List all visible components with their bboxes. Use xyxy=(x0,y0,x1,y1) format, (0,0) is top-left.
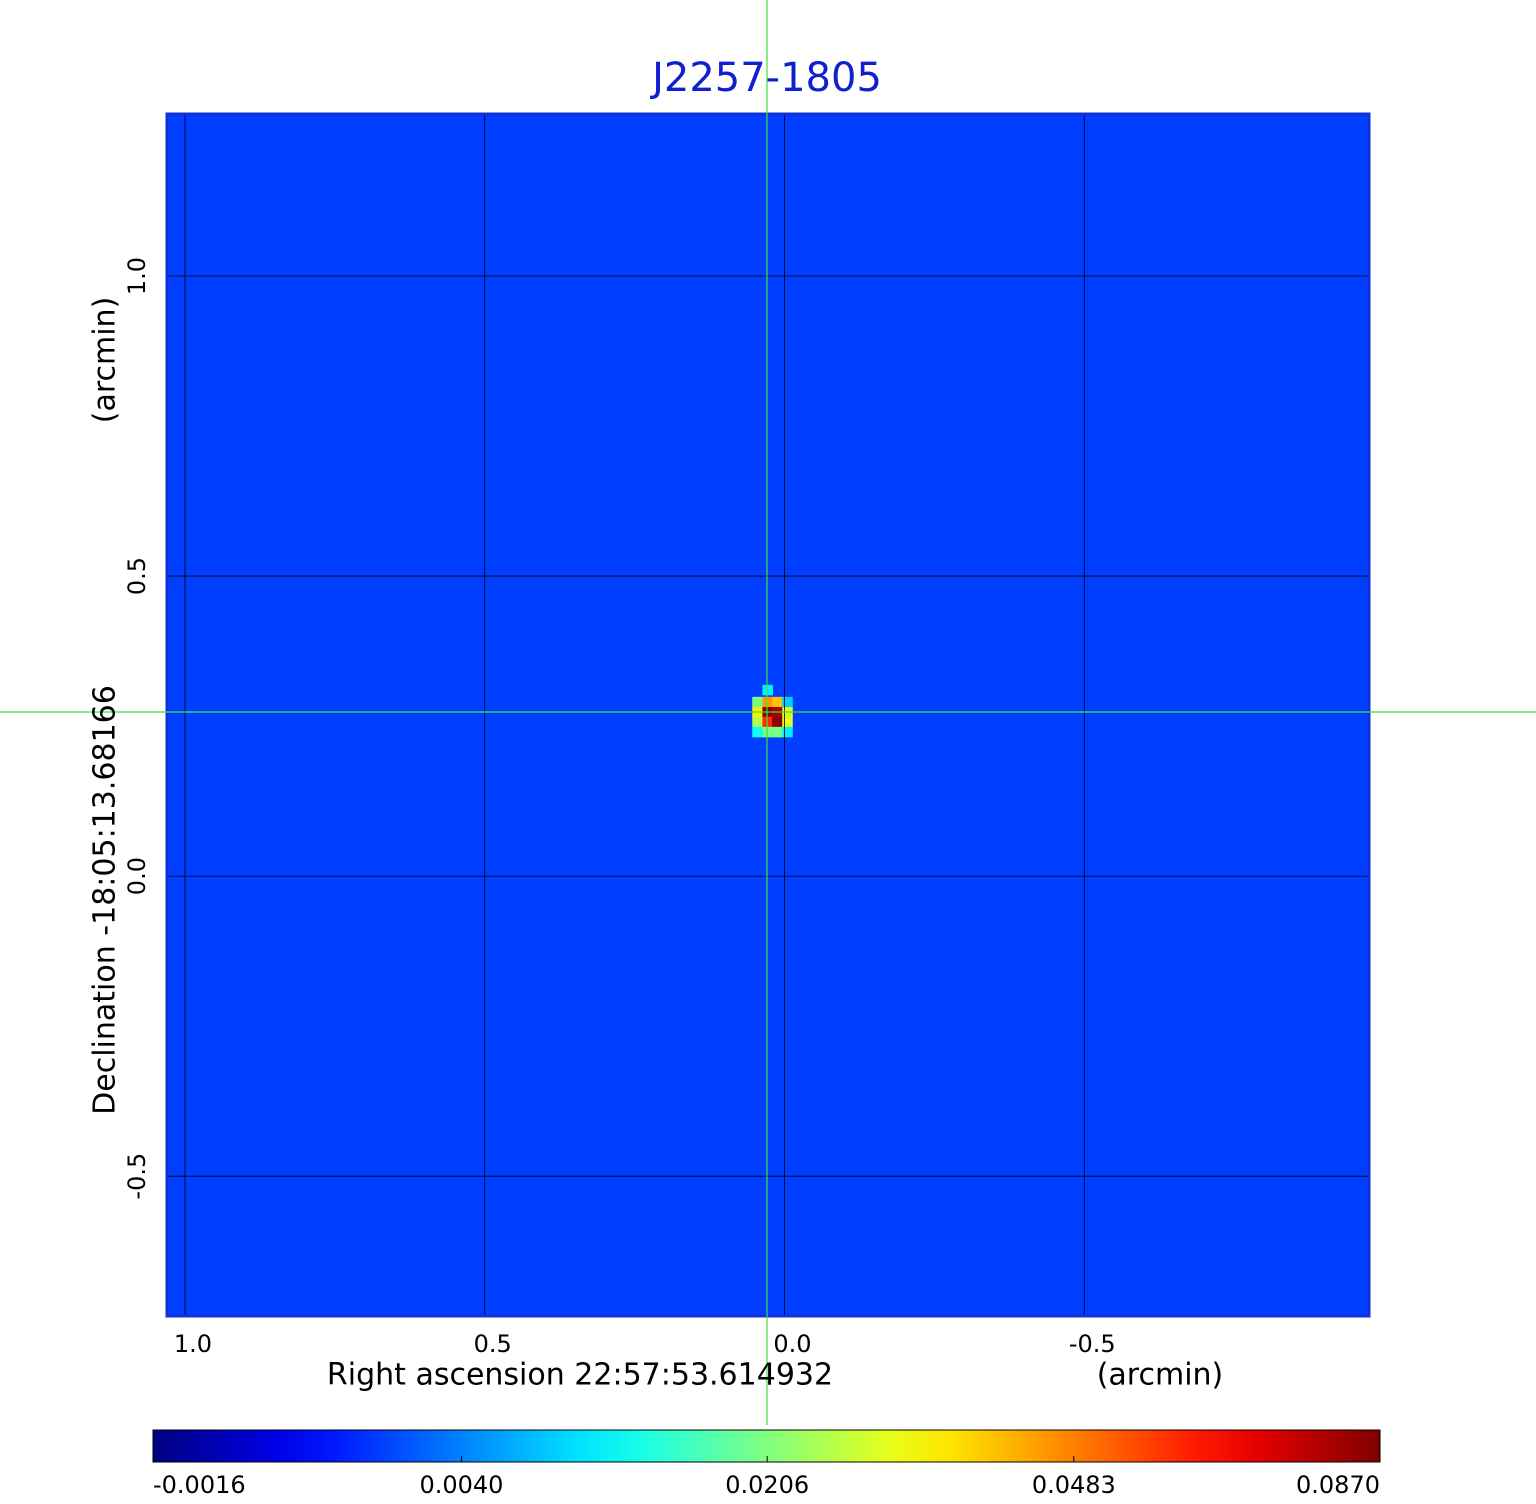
x-axis-label: Right ascension 22:57:53.614932 xyxy=(327,1358,833,1393)
pixel xyxy=(772,726,783,738)
x-tick-label: 1.0 xyxy=(174,1330,212,1358)
grid xyxy=(167,114,1369,1316)
pixel xyxy=(762,696,773,708)
pixel xyxy=(752,726,763,738)
pixel xyxy=(782,716,793,728)
x-tick-label: 0.5 xyxy=(474,1330,512,1358)
colorbar xyxy=(152,1429,1381,1463)
y-axis-unit: (arcmin) xyxy=(88,297,123,424)
y-tick-label: 0.5 xyxy=(123,557,151,595)
frame xyxy=(165,112,1371,1318)
x-tick-label: 0.0 xyxy=(773,1330,811,1358)
y-axis-label: Declination -18:05:13.68166 xyxy=(88,685,123,1115)
pixel xyxy=(762,684,773,696)
colorbar-tick-label: 0.0483 xyxy=(1032,1471,1116,1499)
pixel xyxy=(762,726,773,738)
colorbar-tick-label: -0.0016 xyxy=(153,1471,246,1499)
image-layer xyxy=(167,114,1369,1316)
pixel xyxy=(782,696,793,708)
x-axis-unit: (arcmin) xyxy=(1097,1358,1224,1393)
colorbar-tick-label: 0.0040 xyxy=(419,1471,503,1499)
pixel xyxy=(762,716,773,728)
y-tick-label: 0.0 xyxy=(123,857,151,895)
pixel xyxy=(752,696,763,708)
colorbar-tick-label: 0.0206 xyxy=(725,1471,809,1499)
y-tick-label: 1.0 xyxy=(123,257,151,295)
x-tick-label: -0.5 xyxy=(1069,1330,1116,1358)
pixel xyxy=(772,696,783,708)
pixel xyxy=(782,726,793,738)
pixel xyxy=(752,716,763,728)
pixel xyxy=(772,716,783,728)
colorbar-tick-label: 0.0870 xyxy=(1296,1471,1380,1499)
chart-title: J2257-1805 xyxy=(649,55,882,101)
y-tick-label: -0.5 xyxy=(123,1153,151,1200)
